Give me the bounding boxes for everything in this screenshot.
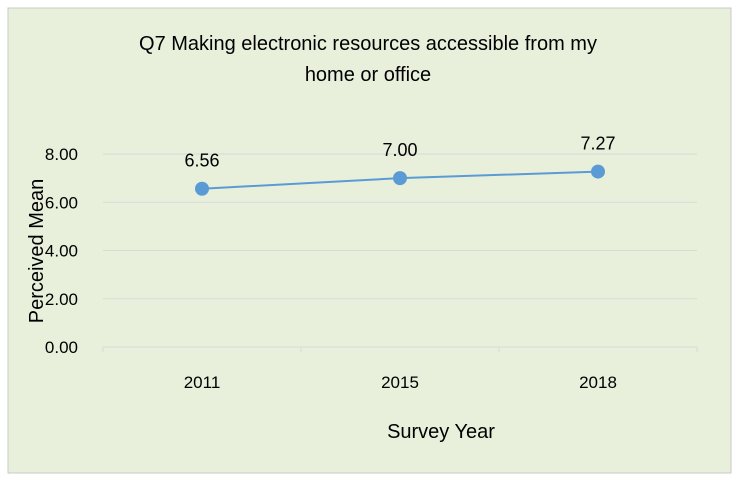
data-point (195, 181, 209, 196)
x-tick-label: 2015 (381, 373, 419, 392)
y-axis-label: Perceived Mean (26, 179, 48, 324)
data-point (393, 171, 407, 186)
y-tick-label: 6.00 (45, 193, 78, 212)
series-line-group (195, 164, 605, 196)
y-tick-label: 4.00 (45, 242, 78, 261)
chart-title-line-2: home or office (305, 64, 431, 86)
gridlines (102, 153, 698, 352)
chart-background (7, 7, 732, 474)
data-point (591, 164, 605, 179)
y-axis-tick-labels: 0.00 2.00 4.00 6.00 8.00 (45, 145, 78, 357)
data-label: 6.56 (184, 151, 219, 171)
y-tick-label: 0.00 (45, 338, 78, 357)
data-label: 7.00 (382, 140, 417, 160)
data-label: 7.27 (580, 134, 615, 154)
x-tick-label: 2011 (184, 373, 221, 392)
x-axis-tick-labels: 2011 2015 2018 (184, 373, 617, 392)
chart-title-line-1: Q7 Making electronic resources accessibl… (139, 33, 597, 55)
x-axis-label: Survey Year (387, 421, 495, 443)
y-tick-label: 2.00 (45, 290, 78, 309)
data-labels: 6.56 7.00 7.27 (184, 134, 615, 171)
x-tick-label: 2018 (579, 373, 617, 392)
y-tick-label: 8.00 (45, 145, 78, 164)
